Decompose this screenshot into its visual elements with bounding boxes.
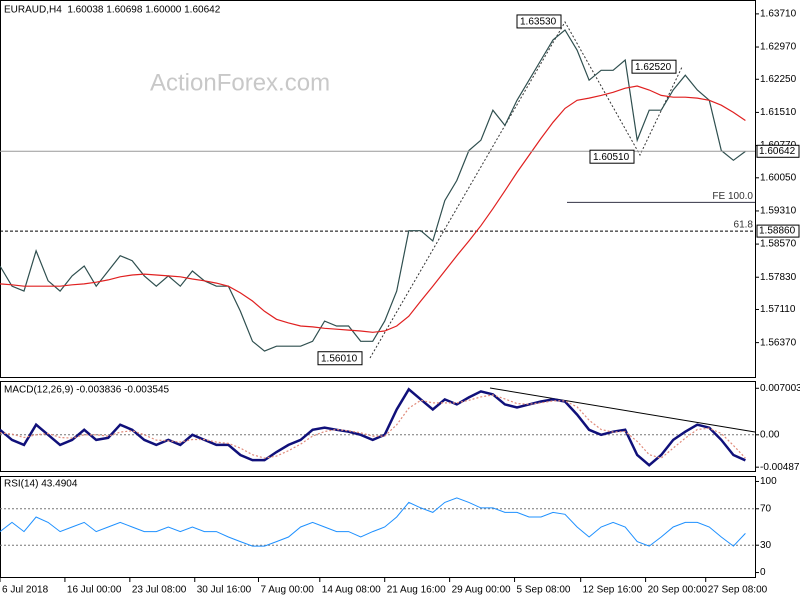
fib-label: 61.8	[734, 220, 754, 231]
macd-panel	[0, 381, 756, 472]
x-tick-label: 16 Jul 00:00	[67, 585, 122, 596]
series-line	[0, 387, 746, 467]
annotation-label: 1.62520	[635, 62, 672, 73]
last-price-box	[756, 144, 800, 158]
y-tick-label: 0.007003	[760, 383, 800, 394]
x-tick-label: 29 Aug 00:00	[452, 585, 511, 596]
annotation-label: 1.56010	[321, 353, 358, 364]
y-tick-label: 1.56370	[760, 337, 797, 348]
macd-title: MACD(12,26,9) -0.003836 -0.003545	[4, 385, 170, 396]
annotation-box	[516, 14, 562, 29]
series-line	[0, 29, 746, 352]
y-tick-label: 30	[760, 540, 772, 551]
x-tick-label: 21 Aug 16:00	[387, 585, 446, 596]
rsi-panel	[0, 476, 756, 578]
annotation-box	[631, 59, 677, 74]
y-tick-label: 1.61510	[760, 107, 797, 118]
annotation-label: 1.60510	[593, 152, 630, 163]
y-tick-label: 100	[760, 476, 777, 487]
y-tick-label: 0.00	[760, 429, 780, 440]
x-tick-label: 7 Aug 00:00	[260, 585, 314, 596]
level-label: 1.58860	[759, 226, 796, 237]
x-tick-label: 20 Sep 00:00	[648, 585, 708, 596]
macd-trendline	[489, 387, 756, 433]
annotation-box	[589, 149, 635, 164]
last-price-label: 1.60642	[759, 146, 796, 157]
y-tick-label: 1.57830	[760, 272, 797, 283]
y-tick-label: 0	[760, 567, 766, 578]
rsi-title: RSI(14) 43.4904	[4, 479, 78, 490]
price-title: EURAUD,H4 1.60038 1.60698 1.60000 1.6064…	[4, 5, 221, 16]
y-tick-label: 1.63710	[760, 9, 797, 20]
series-line	[0, 497, 746, 547]
y-tick-label: 1.62250	[760, 74, 797, 85]
x-tick-label: 30 Jul 16:00	[197, 585, 252, 596]
fib-label: FE 100.0	[712, 191, 753, 202]
x-tick-label: 5 Sep 08:00	[517, 585, 571, 596]
y-tick-label: 1.62970	[760, 42, 797, 53]
x-tick-label: 6 Jul 2018	[2, 585, 49, 596]
annotation-box	[317, 351, 363, 366]
wave-trendline	[369, 20, 683, 359]
watermark: ActionForex.com	[150, 69, 330, 96]
x-tick-label: 27 Sep 08:00	[708, 585, 768, 596]
x-tick-label: 23 Jul 08:00	[132, 585, 187, 596]
level-box	[756, 224, 800, 238]
y-tick-label: 1.57110	[760, 304, 796, 315]
price-panel	[0, 0, 756, 378]
y-tick-label: 1.58570	[760, 239, 797, 250]
x-tick-label: 14 Aug 08:00	[322, 585, 381, 596]
annotation-label: 1.63530	[520, 17, 557, 28]
y-tick-label: -0.004873	[760, 462, 800, 473]
y-tick-label: 1.59310	[760, 206, 797, 217]
series-line	[0, 85, 746, 333]
y-tick-label: 1.60050	[760, 172, 797, 183]
y-tick-label: 70	[760, 503, 772, 514]
x-tick-label: 12 Sep 16:00	[583, 585, 643, 596]
series-line	[0, 394, 746, 459]
